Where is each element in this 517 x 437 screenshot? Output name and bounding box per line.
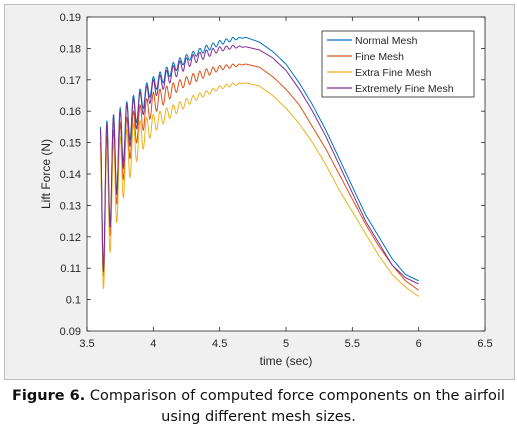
figure-caption: Figure 6. Comparison of computed force c…: [0, 386, 517, 428]
y-tick-label: 0.11: [60, 263, 81, 275]
y-tick-label: 0.18: [60, 43, 81, 55]
y-tick-label: 0.1: [66, 295, 81, 307]
x-tick-label: 5.5: [345, 338, 360, 350]
series-line-2: [99, 63, 419, 291]
y-axis-title: Lift Force (N): [39, 139, 53, 209]
caption-label: Figure 6.: [12, 388, 86, 404]
y-tick-label: 0.12: [60, 232, 81, 244]
series-line-1: [99, 36, 419, 282]
legend-label-1: Normal Mesh: [355, 35, 418, 47]
y-tick-label: 0.15: [60, 138, 81, 150]
series-line-3: [99, 82, 419, 297]
y-tick-label: 0.13: [60, 200, 81, 212]
y-tick-label: 0.14: [60, 169, 81, 181]
y-tick-label: 0.17: [60, 75, 81, 87]
y-tick-label: 0.19: [60, 12, 81, 24]
x-tick-label: 4: [150, 338, 156, 350]
chart: 3.5 4 4.5 5 5.5 6 6.5 0.09 0.1 0.11 0.12 0.13 0.14 0.…: [39, 12, 493, 368]
x-axis-title: time (sec): [260, 354, 313, 368]
x-tick-label: 6.5: [477, 338, 492, 350]
x-tick-label: 5: [283, 338, 289, 350]
x-tick-label: 3.5: [79, 338, 94, 350]
legend-label-4: Extremely Fine Mesh: [355, 83, 454, 95]
legend-label-2: Fine Mesh: [355, 51, 404, 63]
legend-box: [321, 30, 475, 98]
legend-label-3: Extra Fine Mesh: [355, 67, 432, 79]
series-line-4: [99, 44, 419, 285]
y-tick-label: 0.16: [60, 106, 81, 118]
x-tick-label: 4.5: [212, 338, 227, 350]
legend: Normal Mesh Fine Mesh Extra Fine Mesh Extre…: [321, 30, 475, 98]
y-tick-label: 0.09: [60, 326, 81, 338]
caption-text: Comparison of computed force components …: [85, 388, 505, 425]
x-tick-label: 6: [416, 338, 422, 350]
